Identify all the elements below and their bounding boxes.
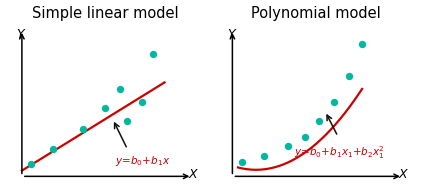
Text: X: X xyxy=(399,168,408,181)
Point xyxy=(238,160,245,164)
Point xyxy=(150,52,157,55)
Text: y=b$_0$+b$_1$x: y=b$_0$+b$_1$x xyxy=(115,154,170,168)
Point xyxy=(50,148,57,151)
Point xyxy=(139,100,146,103)
Text: X: X xyxy=(188,168,197,181)
Text: y=b$_0$+b$_1$x$_1$+b$_2$x$_1^2$: y=b$_0$+b$_1$x$_1$+b$_2$x$_1^2$ xyxy=(293,145,384,161)
Title: Polynomial model: Polynomial model xyxy=(251,6,381,21)
Point xyxy=(285,145,291,148)
Point xyxy=(261,154,267,157)
Point xyxy=(331,100,338,103)
Point xyxy=(301,135,308,138)
Point xyxy=(117,87,123,90)
Text: Y: Y xyxy=(16,28,24,41)
Point xyxy=(316,119,323,122)
Point xyxy=(102,106,109,109)
Point xyxy=(359,43,365,46)
Point xyxy=(28,162,35,165)
Point xyxy=(124,119,131,122)
Text: Y: Y xyxy=(227,28,234,41)
Point xyxy=(346,74,352,78)
Point xyxy=(80,127,86,130)
Title: Simple linear model: Simple linear model xyxy=(32,6,179,21)
